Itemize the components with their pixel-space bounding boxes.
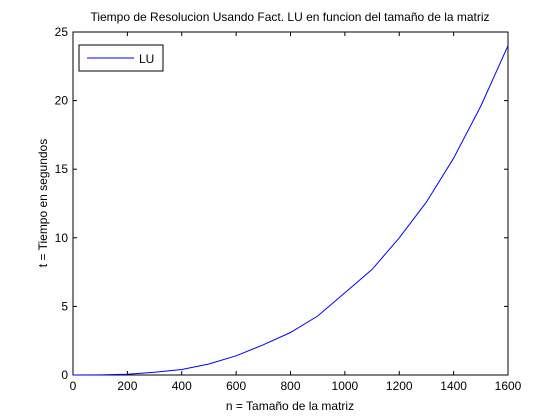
x-tick-label: 1600: [495, 379, 522, 393]
y-tick-label: 5: [61, 299, 68, 313]
x-tick-label: 200: [117, 379, 137, 393]
y-axis: 0 5 10 15 20 25: [55, 25, 508, 382]
y-tick-label: 20: [55, 94, 69, 108]
x-tick-label: 400: [172, 379, 192, 393]
series-group: [72, 45, 509, 376]
x-tick-label: 1200: [386, 379, 413, 393]
y-tick-label: 10: [55, 231, 69, 245]
plot-area: [72, 31, 509, 376]
y-tick-label: 0: [61, 368, 68, 382]
chart-title: Tiempo de Resolucion Usando Fact. LU en …: [90, 10, 489, 24]
y-tick-label: 15: [55, 162, 69, 176]
x-tick-label: 600: [226, 379, 246, 393]
legend-label-lu: LU: [139, 52, 154, 66]
y-axis-label: t = Tiempo en segundos: [36, 139, 50, 267]
x-tick-label: 0: [70, 379, 77, 393]
x-tick-label: 1400: [440, 379, 467, 393]
series-line-lu: [72, 45, 509, 376]
legend: LU: [78, 44, 164, 72]
y-tick-label: 25: [55, 25, 69, 39]
x-tick-label: 1000: [332, 379, 359, 393]
x-axis-label: n = Tamaño de la matriz: [226, 399, 354, 413]
x-tick-label: 800: [280, 379, 300, 393]
x-axis: 0 200 400 600 800 1000 1200 1400 1600: [70, 32, 522, 393]
